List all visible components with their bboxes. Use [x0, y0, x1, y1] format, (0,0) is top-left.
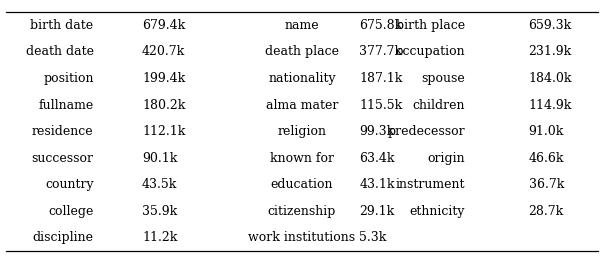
Text: 184.0k: 184.0k [528, 72, 572, 85]
Text: 675.8k: 675.8k [359, 19, 403, 32]
Text: fullname: fullname [39, 99, 94, 112]
Text: birth date: birth date [30, 19, 94, 32]
Text: spouse: spouse [422, 72, 465, 85]
Text: death place: death place [265, 45, 339, 59]
Text: college: college [48, 205, 94, 218]
Text: 377.7k: 377.7k [359, 45, 402, 59]
Text: 679.4k: 679.4k [142, 19, 185, 32]
Text: occupation: occupation [396, 45, 465, 59]
Text: 63.4k: 63.4k [359, 152, 395, 165]
Text: 114.9k: 114.9k [528, 99, 572, 112]
Text: nationality: nationality [268, 72, 336, 85]
Text: 29.1k: 29.1k [359, 205, 394, 218]
Text: children: children [413, 99, 465, 112]
Text: citizenship: citizenship [268, 205, 336, 218]
Text: education: education [271, 178, 333, 191]
Text: successor: successor [31, 152, 94, 165]
Text: known for: known for [270, 152, 334, 165]
Text: religion: religion [277, 125, 327, 138]
Text: 36.7k: 36.7k [528, 178, 564, 191]
Text: ethnicity: ethnicity [410, 205, 465, 218]
Text: name: name [284, 19, 320, 32]
Text: 5.3k: 5.3k [359, 231, 387, 244]
Text: birth place: birth place [396, 19, 465, 32]
Text: 99.3k: 99.3k [359, 125, 394, 138]
Text: 112.1k: 112.1k [142, 125, 185, 138]
Text: 115.5k: 115.5k [359, 99, 403, 112]
Text: 35.9k: 35.9k [142, 205, 177, 218]
Text: predecessor: predecessor [387, 125, 465, 138]
Text: work institutions: work institutions [248, 231, 356, 244]
Text: 28.7k: 28.7k [528, 205, 564, 218]
Text: 43.1k: 43.1k [359, 178, 395, 191]
Text: origin: origin [428, 152, 465, 165]
Text: instrument: instrument [396, 178, 465, 191]
Text: position: position [43, 72, 94, 85]
Text: 659.3k: 659.3k [528, 19, 572, 32]
Text: alma mater: alma mater [266, 99, 338, 112]
Text: 46.6k: 46.6k [528, 152, 564, 165]
Text: 199.4k: 199.4k [142, 72, 185, 85]
Text: 43.5k: 43.5k [142, 178, 178, 191]
Text: 420.7k: 420.7k [142, 45, 185, 59]
Text: 90.1k: 90.1k [142, 152, 178, 165]
Text: residence: residence [32, 125, 94, 138]
Text: country: country [45, 178, 94, 191]
Text: death date: death date [25, 45, 94, 59]
Text: 231.9k: 231.9k [528, 45, 572, 59]
Text: 11.2k: 11.2k [142, 231, 178, 244]
Text: 91.0k: 91.0k [528, 125, 564, 138]
Text: 180.2k: 180.2k [142, 99, 185, 112]
Text: 187.1k: 187.1k [359, 72, 403, 85]
Text: discipline: discipline [33, 231, 94, 244]
